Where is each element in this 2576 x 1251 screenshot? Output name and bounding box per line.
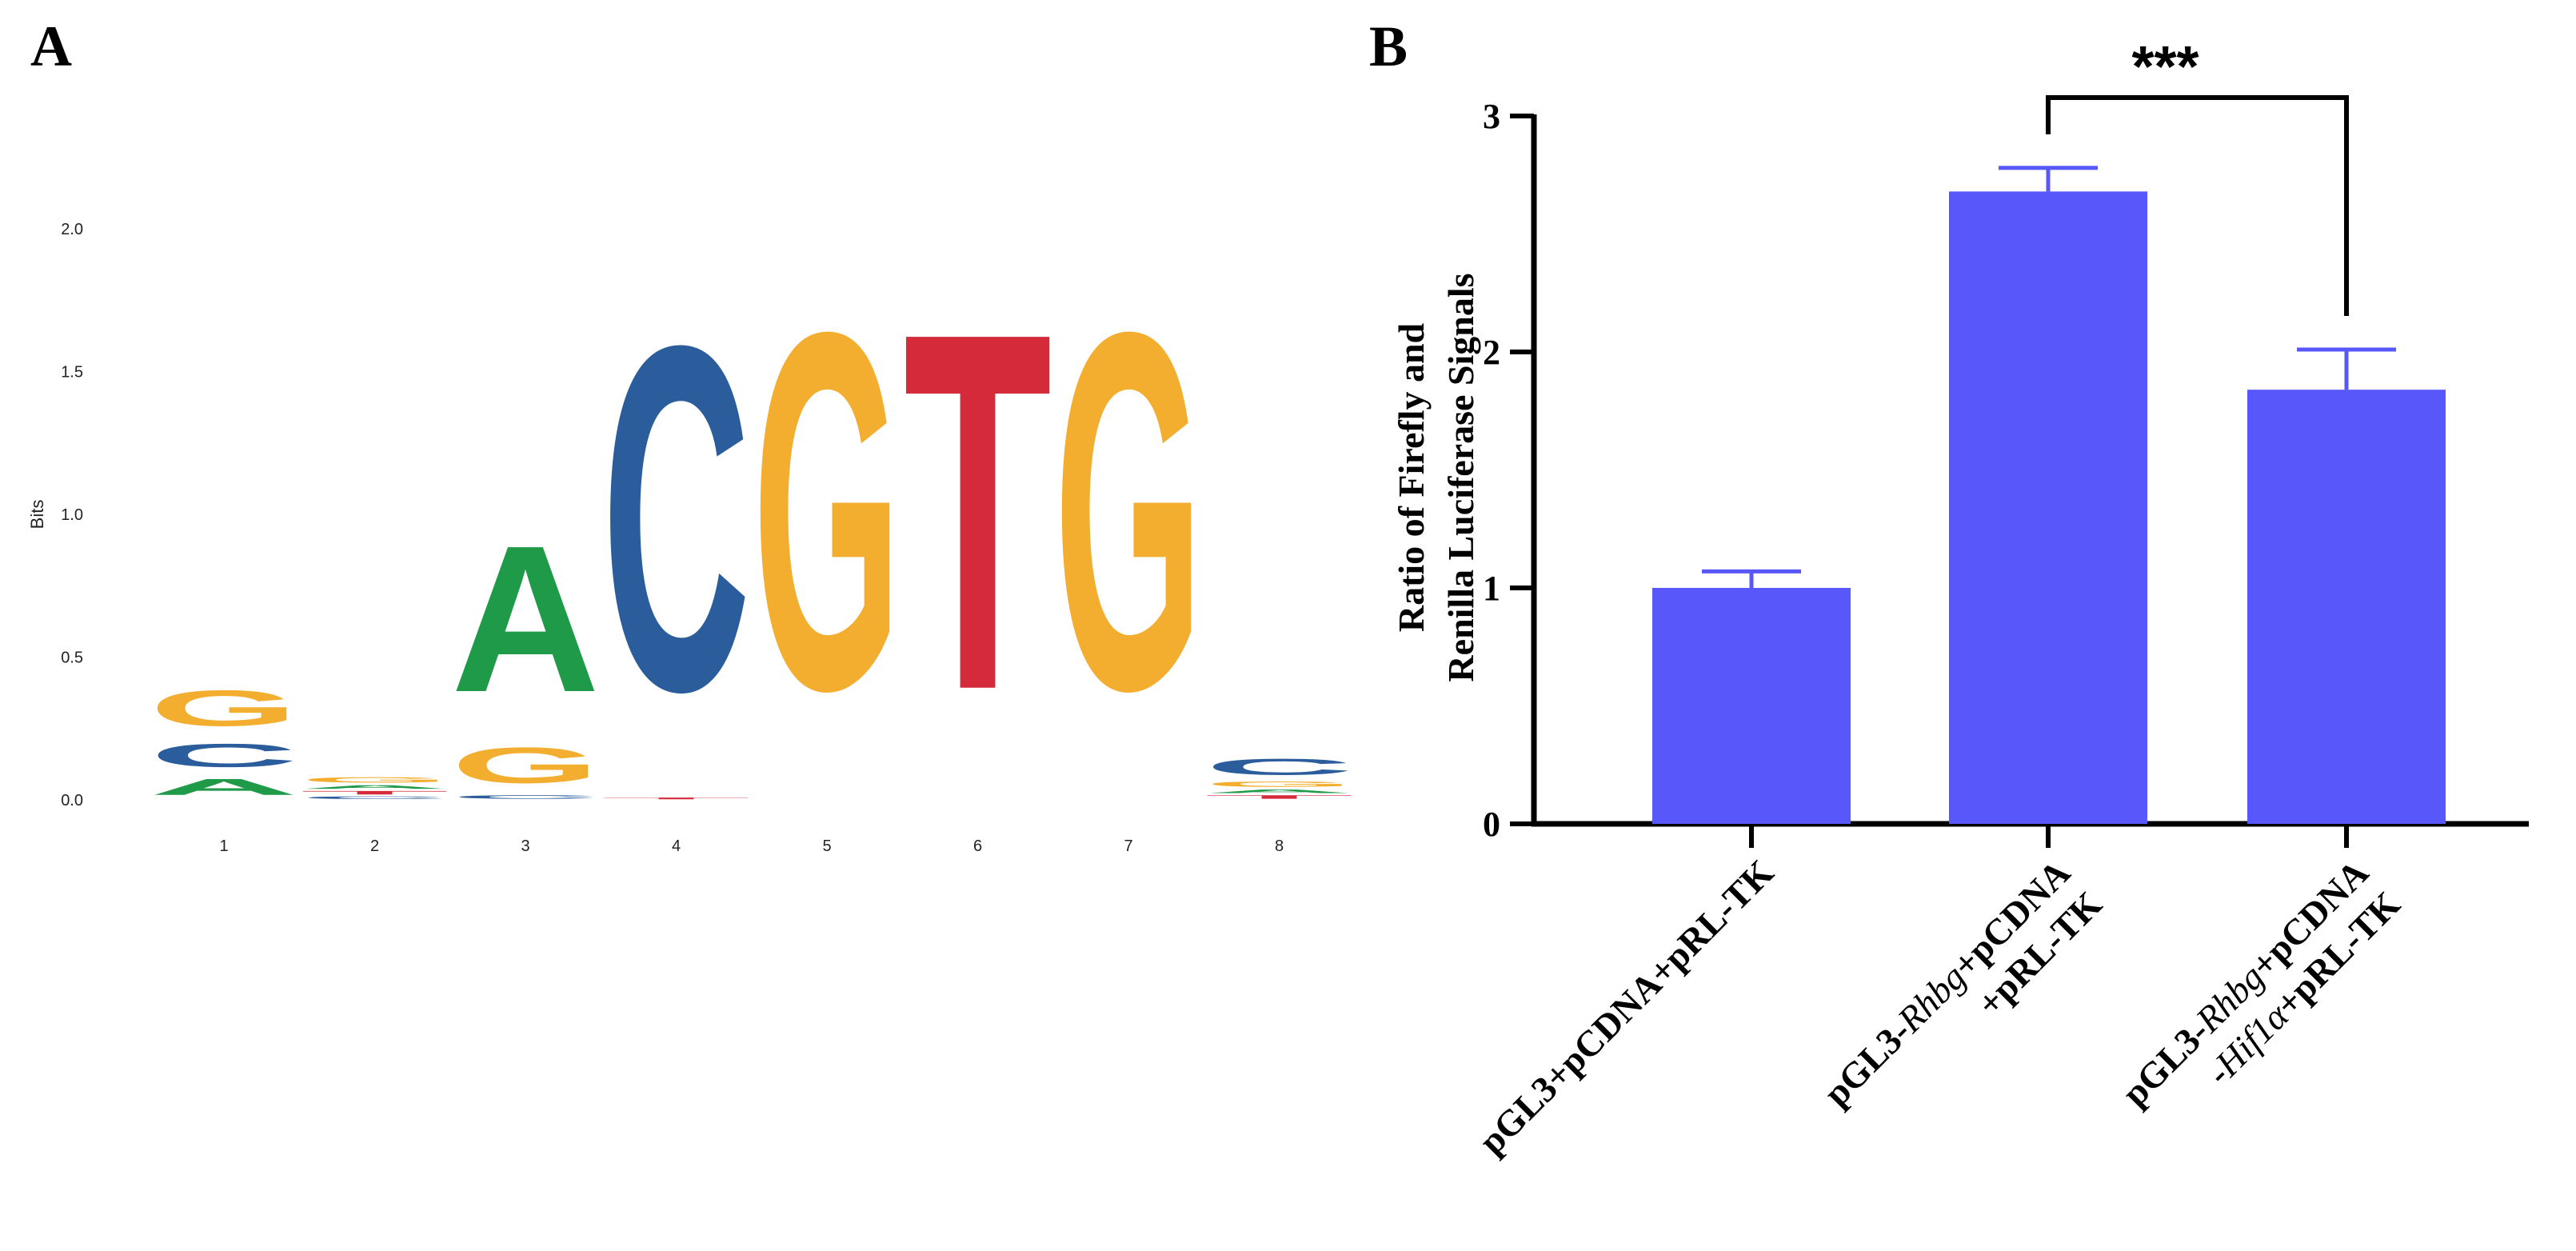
y-tick-label: 0	[1483, 805, 1500, 844]
y-axis-title: Ratio of Firefly and Renilla Luciferase S…	[1391, 273, 1481, 681]
sequence-logo-chart: Bits0.00.51.01.52.0ACG1CTAG2CGA3TC4G5T6G…	[27, 221, 1354, 855]
x-category-label: pGL3-Rhbg+pCDNA-Hif1α+pRL-TK	[2115, 852, 2408, 1145]
logo-column: T	[904, 226, 1052, 796]
logo-letter-a: A	[300, 784, 449, 789]
y-tick-label: 2	[1483, 333, 1500, 372]
logo-letter-g: G	[301, 776, 449, 785]
logo-y-tick-label: 0.0	[61, 792, 83, 809]
logo-letter-a: A	[1204, 789, 1353, 794]
x-category-label-part: pGL3-	[1816, 1011, 1919, 1113]
logo-letter-g: G	[1054, 227, 1203, 797]
logo-letter-g: G	[1205, 780, 1354, 789]
x-category-label: pGL3-Rhbg+pCDNA+pRL-TK	[1816, 852, 2110, 1145]
y-tick-label: 1	[1483, 569, 1500, 608]
bar	[1652, 588, 1851, 824]
logo-letter-a: A	[451, 502, 600, 735]
y-axis-title-line: Renilla Luciferase Signals	[1440, 273, 1481, 681]
logo-letter-g: G	[753, 227, 901, 797]
logo-letter-t: T	[301, 789, 449, 795]
bar	[2247, 390, 2446, 824]
logo-position-label: 4	[672, 837, 681, 855]
logo-letter-t: T	[602, 797, 751, 800]
logo-letter-c: C	[451, 794, 600, 800]
logo-position-label: 3	[521, 837, 529, 855]
logo-y-tick-label: 1.5	[61, 364, 83, 382]
logo-column: CGA	[451, 502, 600, 800]
logo-column: G	[1054, 227, 1203, 797]
logo-letter-g: G	[150, 680, 298, 737]
logo-y-tick-label: 1.0	[61, 506, 83, 524]
logo-position-label: 1	[219, 837, 228, 855]
significance-bracket	[2046, 95, 2349, 317]
logo-letter-g: G	[451, 737, 600, 794]
logo-y-axis-title: Bits	[27, 500, 47, 530]
y-axis-title-line: Ratio of Firefly and	[1391, 322, 1432, 632]
panel-label-a: A	[30, 14, 72, 78]
logo-letter-t: T	[1205, 794, 1354, 800]
logo-position-label: 7	[1124, 837, 1132, 855]
logo-letter-c: C	[150, 737, 298, 773]
luciferase-bar-chart: 0 1 2 3 Ratio of Firefly and Renilla Lucifera…	[1391, 35, 2529, 1162]
logo-letter-c: C	[1205, 754, 1354, 780]
logo-column: TC	[602, 243, 751, 800]
logo-position-label: 6	[973, 837, 982, 855]
logo-y-tick-label: 2.0	[61, 221, 83, 238]
panel-label-b: B	[1369, 14, 1408, 78]
logo-letter-a: A	[150, 774, 298, 800]
logo-position-label: 8	[1275, 837, 1284, 855]
logo-letter-t: T	[904, 226, 1052, 796]
bar	[1949, 191, 2147, 824]
logo-position-label: 5	[822, 837, 831, 855]
logo-letter-c: C	[301, 796, 449, 800]
logo-column: G	[753, 227, 901, 797]
significance-label: ***	[2131, 35, 2199, 99]
x-category-label-part: pGL3+pCDNA+pRL-TK	[1471, 852, 1781, 1162]
logo-y-tick-label: 0.5	[61, 649, 83, 667]
logo-letter-c: C	[602, 243, 751, 793]
x-category-label: pGL3+pCDNA+pRL-TK	[1471, 852, 1781, 1162]
logo-position-label: 2	[370, 837, 379, 855]
y-tick-label: 3	[1483, 97, 1500, 136]
logo-column: ACG	[150, 680, 298, 800]
